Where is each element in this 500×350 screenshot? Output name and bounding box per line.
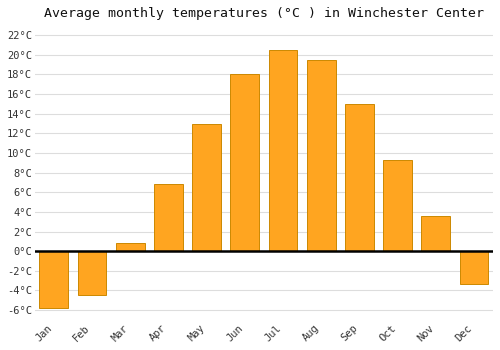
Bar — [307, 60, 336, 251]
Bar — [40, 251, 68, 308]
Bar — [230, 75, 259, 251]
Bar — [460, 251, 488, 284]
Bar — [116, 243, 144, 251]
Bar — [268, 50, 298, 251]
Bar — [78, 251, 106, 295]
Bar — [383, 160, 412, 251]
Title: Average monthly temperatures (°C ) in Winchester Center: Average monthly temperatures (°C ) in Wi… — [44, 7, 484, 20]
Bar — [422, 216, 450, 251]
Bar — [154, 184, 182, 251]
Bar — [345, 104, 374, 251]
Bar — [192, 124, 221, 251]
